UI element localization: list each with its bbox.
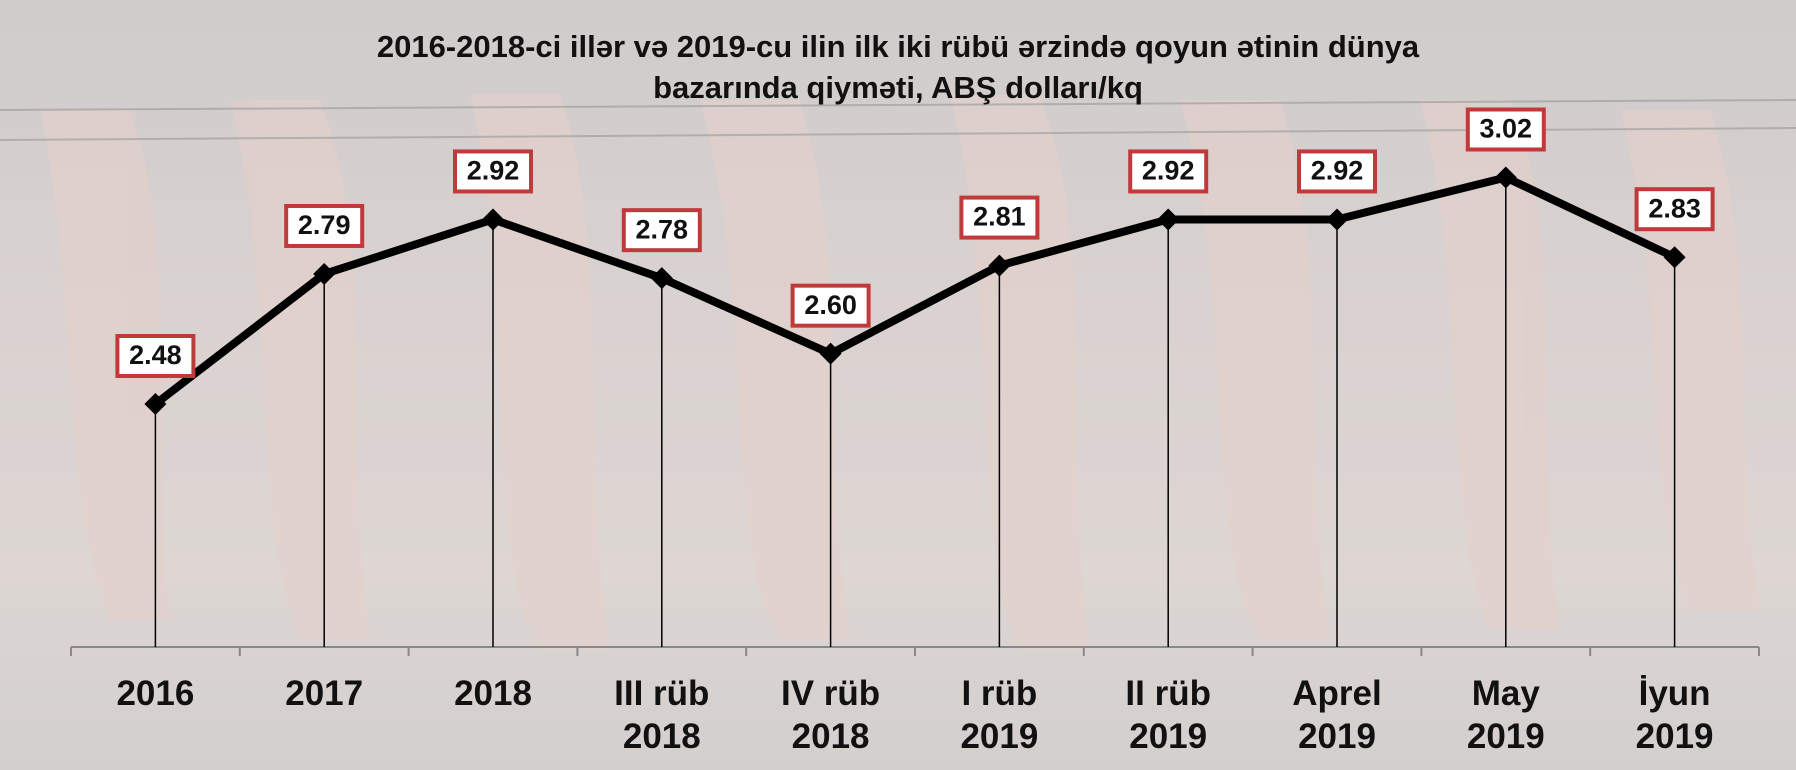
point-marker (988, 254, 1011, 277)
data-label-box (115, 334, 196, 378)
x-tick-label: I rüb 2019 (960, 674, 1039, 756)
data-label-box (1297, 149, 1377, 194)
data-label: 2.92 (467, 156, 520, 186)
data-label-group: 2.48 (115, 334, 196, 378)
point-marker (1663, 246, 1686, 269)
point-marker (1157, 208, 1180, 231)
data-label: 2.92 (1311, 156, 1364, 186)
point-marker (144, 393, 167, 415)
point-marker (1494, 166, 1517, 189)
data-label-box (1128, 149, 1209, 194)
data-label-group: 2.92 (453, 149, 533, 194)
x-tick-label: İyun 2019 (1635, 674, 1714, 756)
data-label-group: 3.02 (1465, 107, 1546, 152)
data-label: 2.78 (636, 214, 689, 244)
x-tick-label: 2018 (454, 674, 532, 713)
data-label-group: 2.79 (284, 203, 365, 248)
data-label-group: 2.78 (621, 208, 702, 253)
data-label: 2.48 (129, 340, 182, 370)
data-label: 2.81 (973, 202, 1026, 232)
point-marker (650, 267, 673, 290)
data-label-box (1465, 107, 1546, 152)
data-label-group: 2.83 (1634, 187, 1715, 232)
data-label: 2.92 (1142, 156, 1195, 186)
chart-title: 2016-2018-ci illər və 2019-cu ilin ilk i… (376, 29, 1420, 105)
data-label: 2.60 (804, 290, 857, 320)
x-tick-label: IV rüb 2018 (781, 674, 881, 756)
data-label-box (284, 203, 365, 248)
data-label-box (790, 283, 871, 328)
x-tick-label: Aprel 2019 (1292, 674, 1382, 756)
x-tick-label: May 2019 (1466, 674, 1545, 756)
data-label-box (621, 208, 702, 253)
data-label-box (453, 149, 533, 194)
point-marker (313, 262, 336, 285)
data-label-group: 2.92 (1128, 149, 1209, 194)
data-label-group: 2.81 (959, 195, 1040, 240)
data-label-box (1634, 187, 1715, 232)
data-label: 2.79 (298, 210, 351, 240)
point-marker (819, 342, 842, 365)
data-label-group: 2.92 (1297, 149, 1377, 194)
x-tick-label: III rüb 2018 (614, 674, 710, 756)
data-label: 3.02 (1480, 114, 1533, 144)
data-label-group: 2.60 (790, 283, 871, 328)
point-marker (482, 208, 504, 231)
data-label-box (959, 195, 1040, 240)
x-tick-label: 2016 (116, 674, 195, 713)
point-marker (1326, 208, 1348, 231)
x-tick-label: 2017 (285, 674, 364, 713)
data-line (152, 173, 1677, 408)
x-tick-label: II rüb 2019 (1125, 674, 1211, 756)
data-label: 2.83 (1648, 193, 1701, 223)
